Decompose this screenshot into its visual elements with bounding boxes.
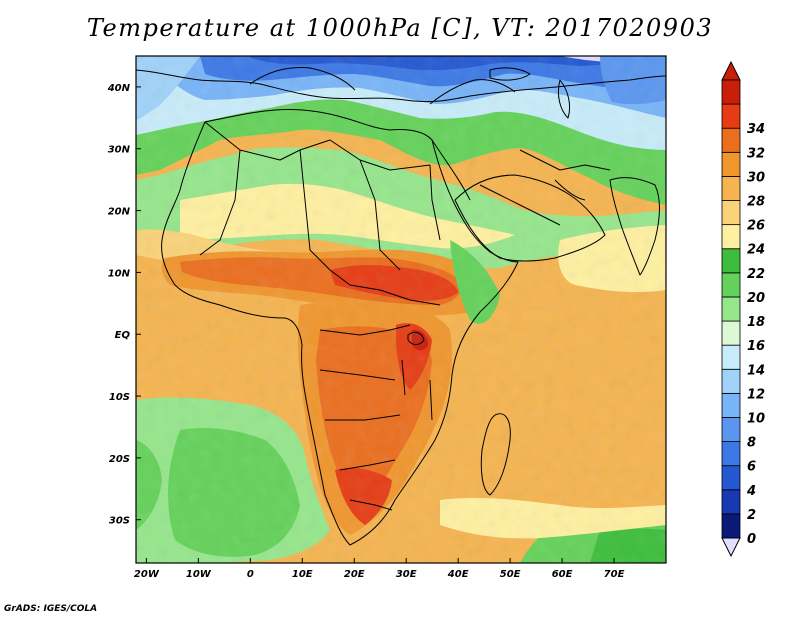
colorbar-level-label: 0 — [747, 532, 756, 547]
colorbar-segment — [721, 248, 741, 274]
lon-tick-label: 20E — [344, 569, 365, 580]
colorbar-level-label: 30 — [747, 170, 765, 185]
lon-tick-label: 0 — [247, 569, 254, 580]
lat-tick-label: 10N — [108, 268, 131, 279]
colorbar-level-label: 20 — [747, 291, 765, 306]
field-texture — [136, 56, 666, 563]
lon-tick-label: 40E — [447, 569, 469, 580]
colorbar-level-label: 14 — [747, 363, 765, 378]
colorbar-level-label: 8 — [747, 436, 756, 451]
colorbar-level-label: 28 — [747, 195, 765, 210]
lat-tick-label: EQ — [115, 330, 131, 341]
colorbar-segment — [721, 272, 741, 298]
colorbar-segment — [721, 417, 741, 442]
colorbar-segment — [721, 392, 741, 418]
colorbar-over-triangle — [721, 60, 741, 81]
colorbar-level-label: 34 — [747, 122, 765, 137]
coastlines — [136, 67, 666, 546]
colorbar-segment — [721, 224, 741, 250]
lon-tick-label: 50E — [500, 569, 521, 580]
colorbar-under-triangle — [721, 537, 741, 558]
colorbar-level-label: 12 — [747, 387, 765, 402]
colorbar-segment — [721, 344, 741, 370]
colorbar-level-label: 32 — [747, 146, 765, 161]
colorbar-segment — [721, 368, 741, 394]
map-title: Temperature at 1000hPa [C], VT: 20170209… — [86, 14, 714, 42]
colorbar-segment — [721, 465, 741, 491]
colorbar-segment — [721, 320, 741, 346]
colorbar-segment — [721, 296, 741, 322]
grads-credit: GrADS: IGES/COLA — [4, 604, 98, 614]
map-axes: 20W 10W 0 10E 20E 30E 40E 50E 60E 70E 40N 30N 20N 10N… — [107, 83, 625, 580]
colorbar-segment — [721, 103, 741, 129]
map-plot-area — [136, 56, 666, 563]
colorbar-segment — [721, 79, 741, 105]
lat-tick-label: 40N — [107, 83, 131, 94]
lon-tick-label: 70E — [604, 569, 625, 580]
colorbar-level-label: 26 — [747, 219, 765, 234]
lon-tick-label: 10E — [292, 569, 313, 580]
colorbar-segment — [721, 513, 741, 539]
colorbar-level-label: 16 — [747, 339, 765, 354]
lon-tick-label: 60E — [552, 569, 573, 580]
map-frame — [135, 55, 667, 564]
lat-tick-label: 20S — [109, 454, 130, 465]
lat-tick-label: 30S — [109, 516, 130, 527]
lon-tick-label: 30E — [396, 569, 417, 580]
lat-tick-label: 10S — [109, 392, 130, 403]
lon-tick-label: 20W — [134, 569, 160, 580]
colorbar-level-label: 2 — [747, 508, 756, 523]
lat-tick-label: 30N — [108, 145, 131, 156]
colorbar-segment — [721, 176, 741, 201]
colorbar-level-label: 10 — [747, 411, 765, 426]
colorbar-level-label: 22 — [747, 267, 765, 282]
colorbar-level-label: 24 — [747, 243, 765, 258]
lon-tick-label: 10W — [186, 569, 212, 580]
colorbar-segment — [721, 151, 741, 177]
colorbar-segment — [721, 127, 741, 153]
lat-tick-label: 20N — [108, 207, 131, 218]
colorbar-level-label: 4 — [746, 484, 756, 499]
colorbar-segment — [721, 489, 741, 515]
colorbar-segment — [721, 441, 741, 467]
colorbar-level-label: 18 — [747, 315, 765, 330]
colorbar-segment — [721, 200, 741, 226]
colorbar-level-label: 6 — [747, 460, 756, 475]
